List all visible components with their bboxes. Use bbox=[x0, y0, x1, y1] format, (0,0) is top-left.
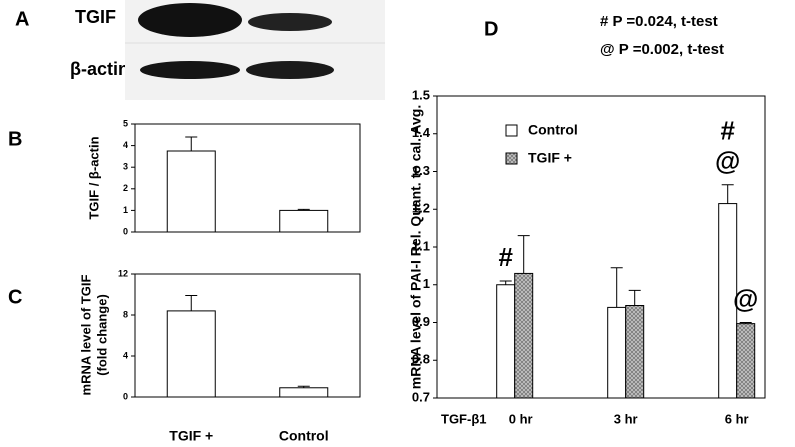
y-axis-label: mRNA level of PAI-I Rel. Quant. to cal. … bbox=[408, 105, 424, 389]
legend-swatch bbox=[505, 152, 518, 165]
blot-band bbox=[140, 61, 240, 79]
bar bbox=[496, 284, 516, 399]
annotation: @ bbox=[715, 146, 740, 176]
y-tick-label: 1.3 bbox=[412, 163, 430, 178]
y-tick-label: 1.2 bbox=[412, 201, 430, 216]
error-bar bbox=[517, 235, 530, 274]
bar bbox=[514, 272, 534, 399]
y-tick-label: 0.8 bbox=[412, 352, 430, 367]
bar bbox=[279, 387, 329, 398]
y-tick-label: 1.1 bbox=[412, 238, 430, 253]
note: # P =0.024, t-test bbox=[600, 13, 718, 30]
bar bbox=[279, 209, 329, 233]
panel-letter: A bbox=[15, 8, 29, 30]
bar bbox=[166, 310, 216, 398]
error-bar bbox=[721, 184, 734, 204]
blot-band bbox=[246, 61, 334, 79]
panel-letter: C bbox=[8, 286, 22, 308]
error-bar bbox=[610, 267, 623, 308]
bar bbox=[607, 306, 627, 399]
note: @ P =0.002, t-test bbox=[600, 41, 724, 58]
y-tick-label: 1 bbox=[123, 205, 128, 215]
legend-label: TGIF + bbox=[528, 150, 572, 166]
error-bar bbox=[185, 295, 198, 311]
y-axis-label: mRNA level of TGIF bbox=[78, 275, 93, 396]
y-tick-label: 0.9 bbox=[412, 314, 430, 329]
y-tick-label: 4 bbox=[123, 140, 128, 150]
y-tick-label: 0 bbox=[123, 226, 128, 236]
blot-label: TGIF bbox=[75, 7, 116, 27]
blot-label: β-actin bbox=[70, 59, 129, 79]
legend-label: Control bbox=[528, 122, 578, 138]
blot-band bbox=[138, 3, 242, 37]
y-tick-label: 8 bbox=[123, 309, 128, 319]
y-tick-label: 1.4 bbox=[412, 125, 431, 140]
x-tick-label: TGIF + bbox=[169, 428, 213, 444]
y-tick-label: 1.5 bbox=[412, 87, 430, 102]
panel-letter: B bbox=[8, 128, 22, 150]
legend-swatch bbox=[505, 124, 518, 137]
y-tick-label: 12 bbox=[118, 268, 128, 278]
blot-band bbox=[248, 13, 332, 31]
error-bar bbox=[185, 136, 198, 151]
annotation: @ bbox=[733, 283, 758, 313]
x-axis-label: TGF-β1 bbox=[441, 411, 487, 426]
bar bbox=[718, 203, 738, 399]
bar bbox=[166, 150, 216, 233]
x-tick-label: 6 hr bbox=[725, 411, 749, 426]
y-tick-label: 4 bbox=[123, 350, 128, 360]
y-tick-label: 0 bbox=[123, 391, 128, 401]
y-tick-label: 3 bbox=[123, 162, 128, 172]
annotation: # bbox=[498, 242, 513, 272]
error-bar bbox=[628, 289, 641, 306]
plot-frame bbox=[134, 123, 361, 233]
x-tick-label: Control bbox=[279, 428, 329, 444]
x-tick-label: 3 hr bbox=[614, 411, 638, 426]
y-axis-label: TGIF / β-actin bbox=[86, 136, 101, 219]
y-tick-label: 2 bbox=[123, 183, 128, 193]
bar bbox=[736, 323, 756, 399]
y-tick-label: 5 bbox=[123, 118, 128, 128]
bar bbox=[625, 305, 645, 399]
annotation: # bbox=[720, 116, 735, 146]
y-axis-label: (fold change) bbox=[94, 294, 109, 376]
plot-frame bbox=[436, 95, 766, 399]
panel-letter: D bbox=[484, 18, 498, 40]
error-bar bbox=[499, 280, 512, 285]
y-tick-label: 1 bbox=[423, 276, 430, 291]
x-tick-label: 0 hr bbox=[509, 411, 533, 426]
y-tick-label: 0.7 bbox=[412, 389, 430, 404]
plot-frame bbox=[134, 273, 361, 398]
